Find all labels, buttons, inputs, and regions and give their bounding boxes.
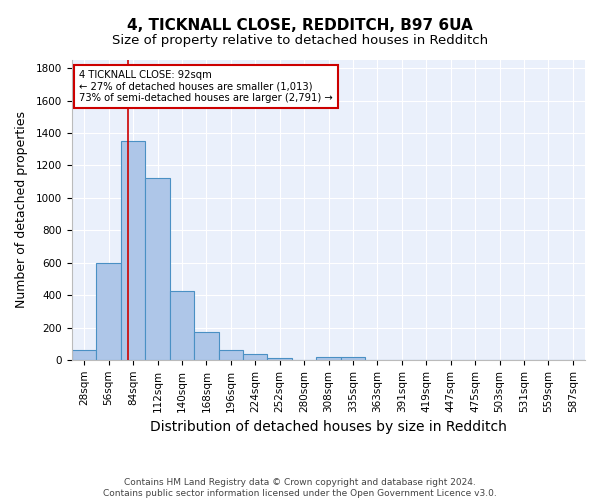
Text: 4 TICKNALL CLOSE: 92sqm
← 27% of detached houses are smaller (1,013)
73% of semi: 4 TICKNALL CLOSE: 92sqm ← 27% of detache… [79, 70, 333, 103]
Bar [170, 291, 194, 360]
Text: 4, TICKNALL CLOSE, REDDITCH, B97 6UA: 4, TICKNALL CLOSE, REDDITCH, B97 6UA [127, 18, 473, 32]
Bar [194, 332, 218, 360]
Bar [316, 357, 341, 360]
Bar [72, 350, 97, 360]
Bar [145, 178, 170, 360]
Bar [243, 354, 268, 360]
Text: Size of property relative to detached houses in Redditch: Size of property relative to detached ho… [112, 34, 488, 47]
Text: Contains HM Land Registry data © Crown copyright and database right 2024.
Contai: Contains HM Land Registry data © Crown c… [103, 478, 497, 498]
Bar [121, 141, 145, 360]
Bar [268, 358, 292, 360]
Bar [97, 262, 121, 360]
Bar [218, 350, 243, 360]
Bar [341, 357, 365, 360]
X-axis label: Distribution of detached houses by size in Redditch: Distribution of detached houses by size … [150, 420, 507, 434]
Y-axis label: Number of detached properties: Number of detached properties [14, 112, 28, 308]
